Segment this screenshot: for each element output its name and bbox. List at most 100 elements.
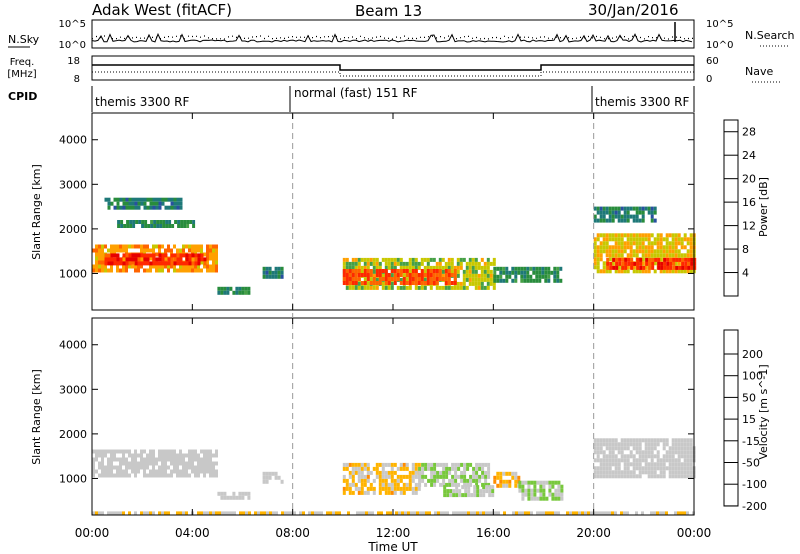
heatmap-cell [536,511,539,516]
heatmap-cell [505,266,509,271]
heatmap-cell [348,273,352,277]
heatmap-cell [384,285,388,290]
heatmap-cell [176,511,179,516]
heatmap-cell [466,466,470,471]
heatmap-cell [179,248,182,253]
heatmap-cell [345,281,349,285]
heatmap-cell [188,461,191,466]
heatmap-cell [372,257,376,262]
heatmap-cell [113,449,116,454]
heatmap-cell [458,489,462,494]
heatmap-cell [446,489,450,494]
heatmap-cell [641,249,645,254]
heatmap-cell [623,233,627,238]
heatmap-cell [398,511,401,516]
heatmap-cell [626,446,630,451]
heatmap-cell [665,466,669,471]
heatmap-cell [632,269,636,274]
heatmap-cell [101,268,104,273]
heatmap-cell [212,244,215,249]
heatmap-cell [378,482,382,487]
heatmap-cell [215,268,218,273]
heatmap-cell [143,457,146,462]
heatmap-cell [188,453,191,458]
heatmap-cell [179,473,182,478]
heatmap-cell [629,245,633,250]
heatmap-cell [387,474,391,479]
heatmap-cell [206,252,209,257]
heatmap-cell [451,466,455,471]
heatmap-cell [653,454,657,459]
heatmap-cell [414,490,418,495]
heatmap-cell [217,290,221,295]
heatmap-cell [146,248,149,253]
heatmap-cell [599,257,603,262]
heatmap-cell [469,482,473,487]
heatmap-cell [596,253,600,258]
heatmap-cell [611,474,615,479]
heatmap-cell [638,237,642,242]
heatmap-cell [524,511,527,516]
heatmap-cell [459,285,463,290]
heatmap-cell [593,261,597,266]
heatmap-cell [686,249,690,254]
heatmap-cell [107,268,110,273]
heatmap-cell [414,273,418,277]
heatmap-cell [110,469,113,474]
heatmap-cell [126,220,130,224]
heatmap-cell [107,473,110,478]
heatmap-cell [194,261,198,266]
heatmap-cell [472,470,476,475]
heatmap-cell [618,261,622,266]
heatmap-cell [171,224,175,228]
heatmap-cell [414,285,418,290]
heatmap-cell [405,281,409,285]
heatmap-cell [623,249,627,254]
heatmap-cell [411,466,415,471]
heatmap-cell [140,264,143,269]
heatmap-cell [104,197,108,202]
heatmap-cell [593,438,597,443]
heatmap-cell [426,273,430,277]
heatmap-cell [505,270,509,275]
heatmap-cell [468,257,472,262]
heatmap-cell [650,438,654,443]
heatmap-cell [468,261,472,266]
nave-tick-top: 60 [706,56,719,67]
heatmap-cell [614,446,618,451]
heatmap-cell [668,454,672,459]
noise-traces [91,22,693,44]
heatmap-cell [659,438,663,443]
heatmap-cell [360,478,364,483]
heatmap-cell [548,480,552,485]
heatmap-cell [632,253,636,258]
heatmap-cell [463,474,467,479]
power-colorbar-label: Power [dB] [757,177,770,237]
heatmap-cell [593,442,597,447]
heatmap-cell [247,286,251,291]
heatmap-cell [348,269,352,273]
heatmap-cell [132,220,136,224]
heatmap-cell [605,253,609,258]
heatmap-cell [360,281,364,285]
heatmap-cell [351,273,355,277]
heatmap-cell [689,454,693,459]
heatmap-cell [668,249,672,254]
heatmap-cell [366,486,370,491]
heatmap-cell [146,511,149,516]
heatmap-cell [372,277,376,281]
heatmap-cell [357,486,361,491]
heatmap-cell [460,478,464,483]
heatmap-cell [155,268,158,273]
heatmap-cell [492,281,496,286]
heatmap-cell [390,482,394,487]
heatmap-cell [587,511,590,516]
heatmap-cell [665,233,669,238]
heatmap-cell [450,285,454,290]
heatmap-cell [203,252,206,257]
heatmap-cell [185,511,188,516]
heatmap-cell [611,454,615,459]
heatmap-cell [92,264,95,269]
heatmap-cell [632,218,636,223]
heatmap-cell [426,265,430,270]
